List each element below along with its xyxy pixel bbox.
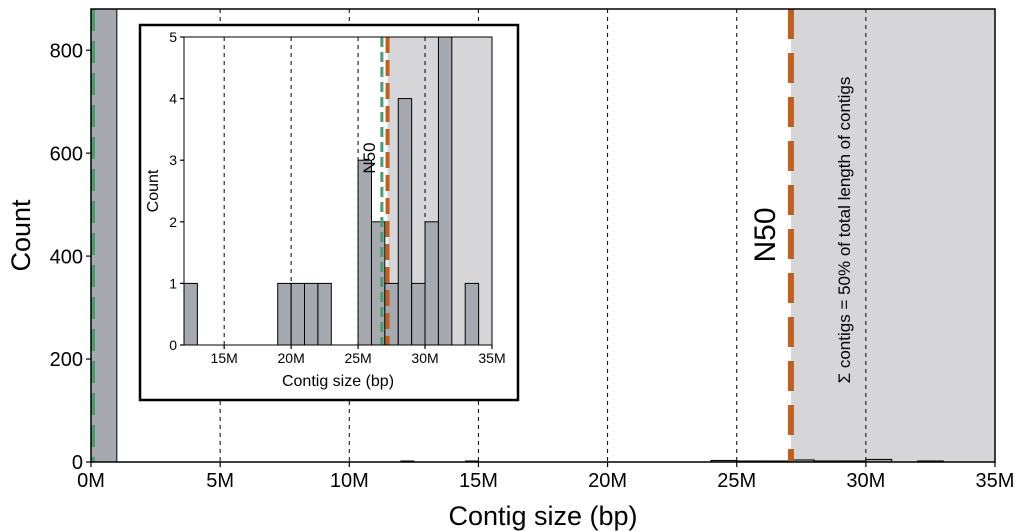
m-xtick-label-7: 35M [976, 470, 1015, 492]
m-xtick-label-3: 15M [459, 470, 498, 492]
i-bar-2 [290, 282, 306, 346]
i-bar-0 [183, 282, 198, 346]
i-bar-8 [397, 98, 413, 346]
half-total-length-annotation: Σ contigs = 50% of total length of conti… [835, 77, 854, 384]
inset-x-ticks: 15M 20M 25M 30M 35M [211, 345, 506, 366]
i-bar-11 [437, 36, 453, 346]
inset-y-ticks: 0 1 2 3 4 5 [169, 29, 184, 353]
m-shade-rect [790, 9, 995, 462]
m-ytick-label-1: 200 [50, 349, 83, 371]
i-bar-1 [277, 282, 292, 346]
i-xtick-label-1: 20M [278, 350, 305, 366]
i-ytick-label-4: 4 [169, 91, 177, 107]
i-bar-4 [317, 282, 332, 346]
i-bar-5 [357, 159, 372, 346]
inset-n50-label: N50 [360, 142, 379, 173]
i-xtick-label-4: 35M [478, 350, 505, 366]
m-xtick-label-5: 25M [717, 470, 756, 492]
main-marker-lines [91, 9, 794, 462]
i-xtick-label-3: 30M [411, 350, 438, 366]
main-x-ticks: 0M 5M 10M 15M 20M 25M 30M 35M [77, 462, 1014, 492]
i-ytick-label-2: 2 [169, 214, 177, 230]
main-shaded-region [790, 9, 995, 462]
inset-y-axis-label: Count [145, 169, 162, 212]
main-y-axis-label: Count [6, 199, 36, 272]
m-ytick-label-4: 800 [50, 40, 83, 62]
m-ytick-label-0: 0 [72, 452, 83, 474]
m-xtick-label-1: 5M [206, 470, 234, 492]
i-ytick-label-5: 5 [169, 29, 177, 45]
m-ytick-label-2: 400 [50, 246, 83, 268]
m-xtick-label-2: 10M [330, 470, 369, 492]
m-xtick-label-4: 20M [588, 470, 627, 492]
i-bar-10 [424, 221, 439, 346]
i-ytick-label-1: 1 [169, 275, 177, 291]
main-plot-frame [90, 8, 996, 463]
m-ytick-label-3: 600 [50, 143, 83, 165]
inset-marker-lines [380, 37, 390, 345]
m-xtick-label-0: 0M [77, 470, 105, 492]
i-bar-9 [411, 282, 426, 346]
i-xtick-label-2: 25M [344, 350, 371, 366]
i-xtick-label-0: 15M [211, 350, 238, 366]
main-x-axis-label: Contig size (bp) [448, 501, 637, 531]
m-xtick-label-6: 30M [846, 470, 885, 492]
i-bar-3 [304, 282, 319, 346]
main-y-ticks: 0 200 400 600 800 [50, 40, 91, 474]
i-bar-12 [464, 282, 480, 346]
main-n50-label: N50 [749, 207, 782, 262]
inset-plot-frame [183, 36, 493, 346]
inset-x-axis-label: Contig size (bp) [282, 373, 394, 390]
i-ytick-label-3: 3 [169, 152, 177, 168]
i-ytick-label-0: 0 [169, 337, 177, 353]
